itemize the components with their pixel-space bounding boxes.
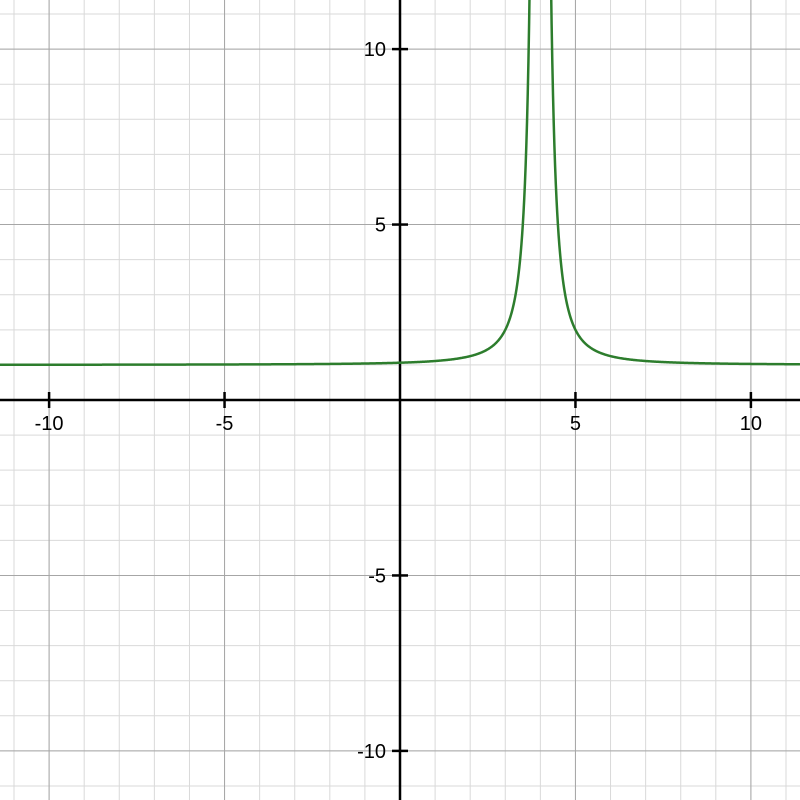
y-tick-label: 10: [364, 39, 386, 61]
y-tick-label: -5: [368, 565, 386, 587]
x-tick-label: -10: [35, 413, 64, 435]
function-graph: -10 -5 5 10 -10 -5 5 10: [0, 0, 800, 800]
x-tick-label: 10: [740, 413, 762, 435]
x-tick-label: -5: [216, 413, 234, 435]
y-tick-label: -10: [357, 741, 386, 763]
y-tick-label: 5: [375, 215, 386, 237]
x-tick-label: 5: [570, 413, 581, 435]
